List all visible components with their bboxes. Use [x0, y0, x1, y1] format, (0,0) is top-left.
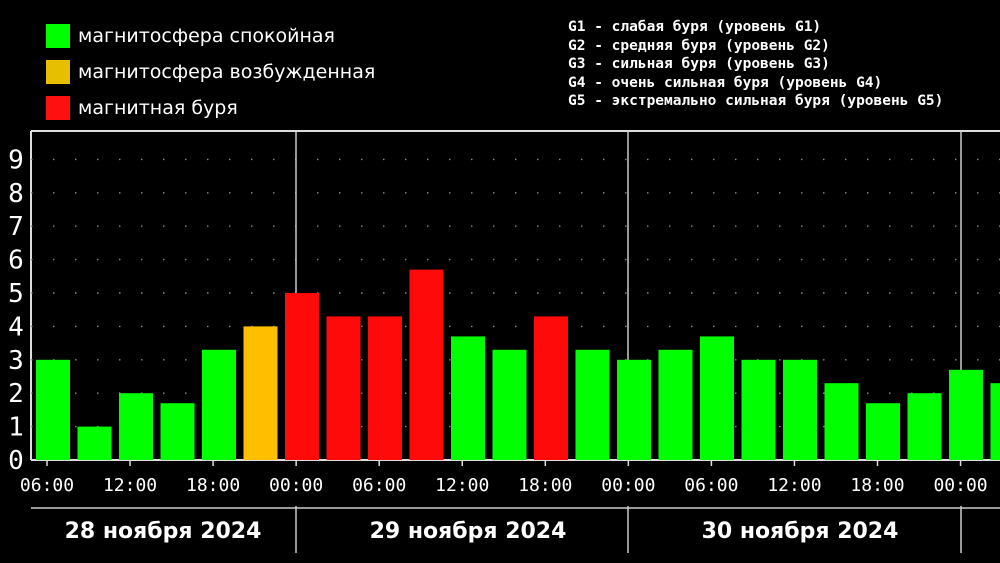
- kp-bar: [949, 369, 983, 460]
- kp-bar: [326, 316, 361, 460]
- storm-level-g4: G4 - очень сильная буря (уровень G4): [568, 74, 883, 91]
- storm-level-g1: G1 - слабая буря (уровень G1): [568, 19, 822, 35]
- y-tick-label: 9: [8, 145, 24, 175]
- kp-bar: [658, 349, 693, 460]
- legend-swatch-storm: [46, 96, 70, 120]
- y-tick-label: 8: [8, 179, 24, 209]
- storm-level-g5: G5 - экстремально сильная буря (уровень …: [568, 93, 944, 109]
- kp-bar: [368, 316, 402, 460]
- legend-label-excited: магнитосфера возбужденная: [78, 61, 376, 83]
- x-tick-label: 18:00: [186, 475, 240, 496]
- y-tick-label: 1: [8, 413, 24, 443]
- kp-bar: [741, 359, 776, 460]
- kp-bar: [492, 349, 527, 460]
- kp-bar: [990, 383, 1000, 460]
- legend-swatch-quiet: [46, 24, 70, 48]
- kp-bar: [534, 316, 568, 460]
- kp-bar: [451, 336, 485, 460]
- x-tick-label: 00:00: [933, 475, 987, 496]
- day-label: 29 ноября 2024: [370, 519, 567, 544]
- day-label: 30 ноября 2024: [702, 519, 899, 544]
- y-tick-label: 0: [8, 446, 24, 476]
- x-tick-label: 12:00: [767, 475, 821, 496]
- kp-bar: [824, 383, 859, 460]
- legend-label-quiet: магнитосфера спокойная: [78, 25, 335, 47]
- legend-swatch-excited: [46, 60, 70, 84]
- kp-bar: [36, 359, 70, 460]
- x-tick-label: 18:00: [518, 475, 572, 496]
- kp-bar: [160, 403, 195, 460]
- x-tick-label: 00:00: [269, 475, 323, 496]
- y-tick-label: 2: [8, 379, 24, 409]
- kp-bar: [202, 349, 236, 460]
- legend-item-storm: магнитная буря: [46, 90, 375, 126]
- kp-bar: [783, 359, 817, 460]
- y-tick-label: 7: [8, 212, 24, 242]
- x-tick-label: 12:00: [435, 475, 489, 496]
- legend-item-quiet: магнитосфера спокойная: [46, 18, 375, 54]
- legend-label-storm: магнитная буря: [78, 97, 238, 119]
- y-tick-label: 4: [8, 312, 24, 342]
- storm-level-g3: G3 - сильная буря (уровень G3): [568, 56, 830, 72]
- day-label: 28 ноября 2024: [65, 519, 262, 544]
- kp-bar: [575, 349, 610, 460]
- storm-level-g2: G2 - средняя буря (уровень G2): [568, 37, 830, 54]
- status-legend: магнитосфера спокойная магнитосфера возб…: [46, 18, 375, 126]
- x-tick-label: 06:00: [684, 475, 738, 496]
- x-tick-label: 00:00: [601, 475, 655, 496]
- kp-bar: [243, 326, 278, 460]
- legend-item-excited: магнитосфера возбужденная: [46, 54, 375, 90]
- x-tick-label: 06:00: [352, 475, 406, 496]
- kp-bar: [77, 426, 112, 460]
- x-tick-label: 06:00: [20, 475, 74, 496]
- x-tick-label: 18:00: [850, 475, 904, 496]
- kp-bar: [119, 393, 153, 460]
- kp-bar: [285, 293, 319, 460]
- kp-bar: [700, 336, 734, 460]
- kp-bar: [907, 393, 942, 460]
- kp-bar: [617, 359, 651, 460]
- y-tick-label: 6: [8, 246, 24, 276]
- kp-bar: [866, 403, 900, 460]
- y-tick-label: 5: [8, 279, 24, 309]
- storm-level-legend: G1 - слабая буря (уровень G1) G2 - средн…: [568, 18, 943, 111]
- kp-bar: [409, 269, 444, 460]
- x-tick-label: 12:00: [103, 475, 157, 496]
- y-tick-label: 3: [8, 346, 24, 376]
